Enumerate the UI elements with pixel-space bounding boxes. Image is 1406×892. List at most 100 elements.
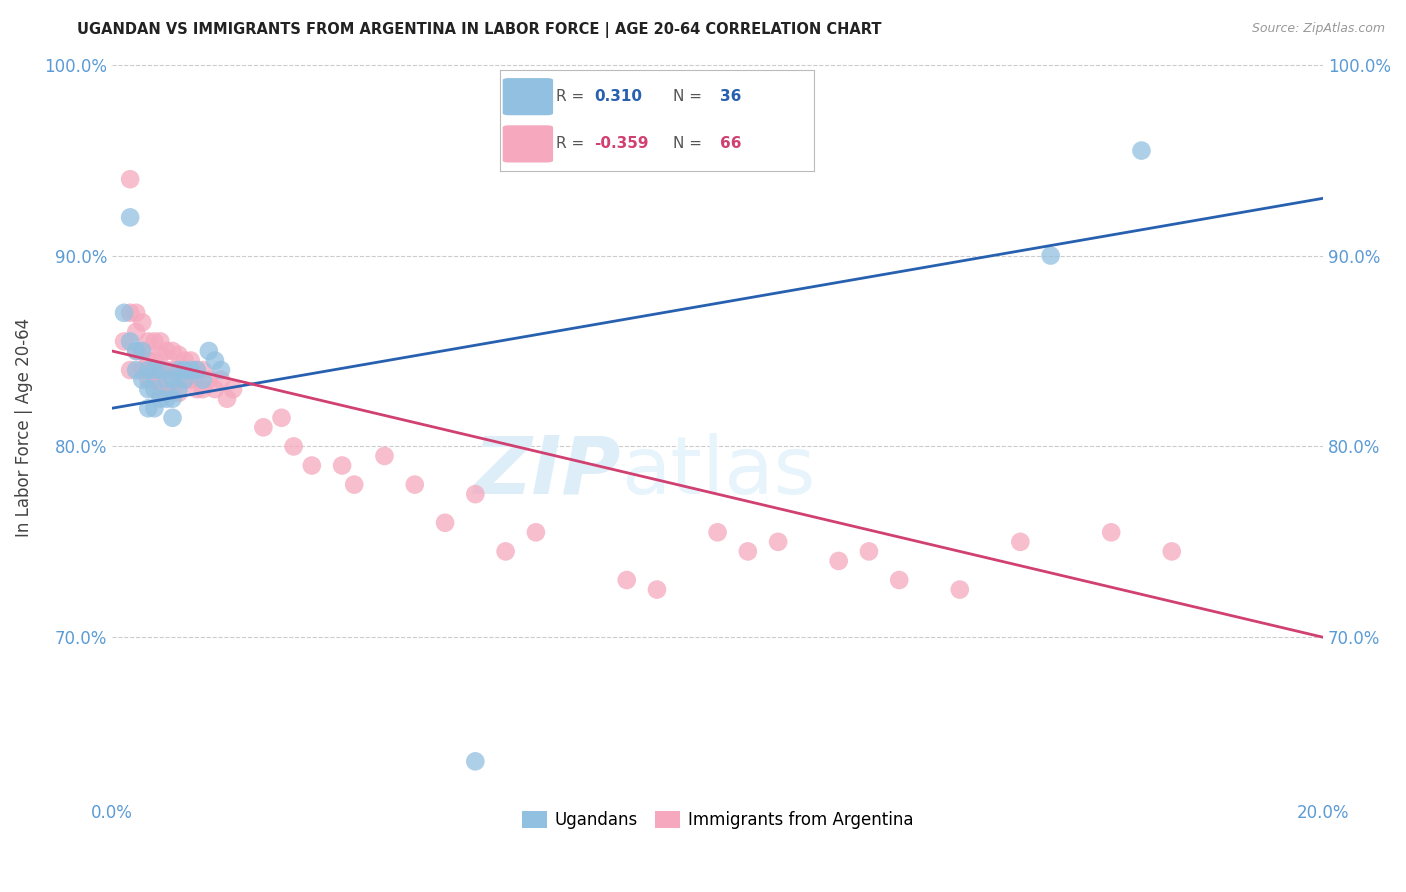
Point — [373, 449, 395, 463]
Point — [949, 582, 972, 597]
Point — [495, 544, 517, 558]
Point — [143, 353, 166, 368]
Point — [464, 487, 486, 501]
Point — [186, 363, 208, 377]
Point — [131, 343, 153, 358]
Point — [524, 525, 547, 540]
Point — [162, 382, 184, 396]
Point — [143, 373, 166, 387]
Point — [283, 439, 305, 453]
Point — [155, 343, 177, 358]
Point — [858, 544, 880, 558]
Point — [404, 477, 426, 491]
Point — [155, 392, 177, 406]
Point — [112, 334, 135, 349]
Point — [173, 373, 195, 387]
Point — [120, 306, 142, 320]
Point — [155, 363, 177, 377]
Point — [191, 373, 214, 387]
Point — [343, 477, 366, 491]
Point — [1160, 544, 1182, 558]
Point — [173, 363, 195, 377]
Point — [125, 343, 148, 358]
Point — [616, 573, 638, 587]
Point — [186, 363, 208, 377]
Point — [125, 363, 148, 377]
Point — [180, 353, 202, 368]
Point — [131, 315, 153, 329]
Point — [149, 392, 172, 406]
Point — [112, 306, 135, 320]
Point — [215, 392, 238, 406]
Point — [125, 325, 148, 339]
Point — [143, 382, 166, 396]
Point — [136, 363, 159, 377]
Point — [149, 367, 172, 381]
Point — [120, 211, 142, 225]
Point — [330, 458, 353, 473]
Point — [180, 363, 202, 377]
Point — [120, 172, 142, 186]
Point — [120, 334, 142, 349]
Point — [1010, 534, 1032, 549]
Point — [889, 573, 911, 587]
Text: Source: ZipAtlas.com: Source: ZipAtlas.com — [1251, 22, 1385, 36]
Point — [191, 363, 214, 377]
Point — [167, 386, 190, 401]
Point — [136, 373, 159, 387]
Point — [143, 363, 166, 377]
Point — [167, 367, 190, 381]
Point — [204, 353, 226, 368]
Point — [198, 373, 221, 387]
Point — [180, 373, 202, 387]
Point — [120, 363, 142, 377]
Point — [301, 458, 323, 473]
Point — [270, 410, 292, 425]
Point — [737, 544, 759, 558]
Point — [155, 382, 177, 396]
Point — [191, 382, 214, 396]
Point — [198, 343, 221, 358]
Point — [131, 373, 153, 387]
Point — [209, 373, 232, 387]
Point — [136, 382, 159, 396]
Point — [167, 363, 190, 377]
Point — [149, 334, 172, 349]
Point — [136, 334, 159, 349]
Point — [162, 410, 184, 425]
Point — [125, 343, 148, 358]
Point — [645, 582, 668, 597]
Point — [1039, 248, 1062, 262]
Point — [131, 343, 153, 358]
Point — [149, 363, 172, 377]
Text: ZIP: ZIP — [474, 433, 620, 511]
Point — [252, 420, 274, 434]
Point — [125, 306, 148, 320]
Point — [143, 334, 166, 349]
Point — [162, 392, 184, 406]
Point — [827, 554, 849, 568]
Point — [173, 353, 195, 368]
Point — [766, 534, 789, 549]
Point — [162, 373, 184, 387]
Point — [222, 382, 245, 396]
Text: atlas: atlas — [620, 433, 815, 511]
Y-axis label: In Labor Force | Age 20-64: In Labor Force | Age 20-64 — [15, 318, 32, 537]
Point — [1130, 144, 1153, 158]
Point — [434, 516, 457, 530]
Point — [143, 401, 166, 416]
Point — [186, 382, 208, 396]
Point — [131, 363, 153, 377]
Point — [136, 401, 159, 416]
Point — [706, 525, 728, 540]
Text: UGANDAN VS IMMIGRANTS FROM ARGENTINA IN LABOR FORCE | AGE 20-64 CORRELATION CHAR: UGANDAN VS IMMIGRANTS FROM ARGENTINA IN … — [77, 22, 882, 38]
Point — [149, 348, 172, 362]
Point — [167, 382, 190, 396]
Point — [173, 373, 195, 387]
Point — [149, 386, 172, 401]
Point — [162, 363, 184, 377]
Point — [209, 363, 232, 377]
Point — [155, 373, 177, 387]
Legend: Ugandans, Immigrants from Argentina: Ugandans, Immigrants from Argentina — [515, 805, 921, 836]
Point — [167, 348, 190, 362]
